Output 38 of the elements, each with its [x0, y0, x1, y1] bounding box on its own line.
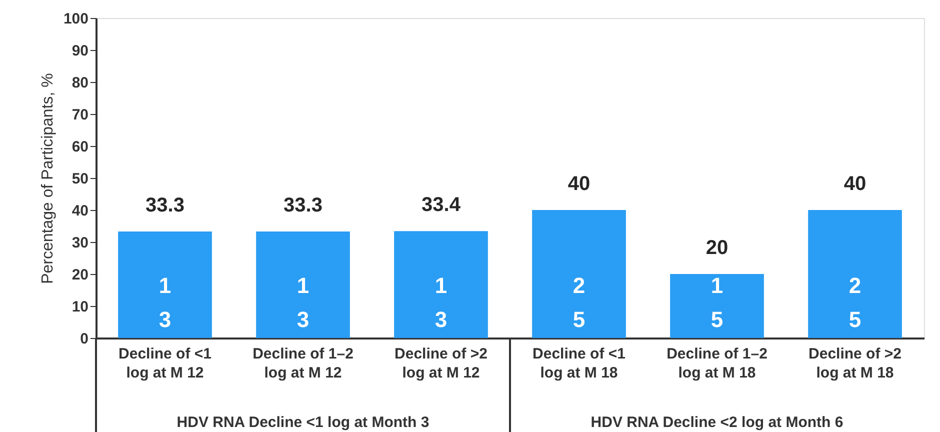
bar [256, 231, 350, 338]
annotation: 1 3 [296, 273, 310, 332]
y-tick-label: 0 [80, 330, 88, 348]
annotation: 2 5 [848, 273, 862, 332]
data-label: 40 [844, 173, 866, 195]
x-tick-label: Decline of >2 log at M 18 [808, 346, 902, 382]
x-tick-label: Decline of <1 log at M 12 [118, 346, 212, 382]
data-label: 33.4 [422, 194, 462, 216]
x-tick-label: Decline of 1–2 log at M 18 [666, 346, 768, 382]
y-tick-label: 40 [72, 202, 88, 220]
y-axis-title: Percentage of Participants, % [39, 73, 56, 284]
x-tick-label: Decline of <1 log at M 18 [532, 346, 626, 382]
text: HDV RNA Decline <1 log at Month 3 [176, 414, 430, 431]
y-tick-label: 90 [72, 42, 88, 60]
bar [532, 210, 626, 338]
text: HDV RNA Decline <2 log at Month 6 [590, 414, 844, 431]
annotation: 1 3 [434, 273, 448, 332]
y-tick-label: 100 [63, 10, 88, 28]
data-label: 33.3 [146, 194, 184, 216]
x-tick-label: Decline of >2 log at M 12 [394, 346, 488, 382]
bar [394, 231, 488, 338]
y-tick-label: 60 [72, 138, 88, 156]
data-label: 40 [568, 173, 590, 195]
y-tick-label: 20 [72, 266, 88, 284]
x-tick-label: Decline of 1–2 log at M 12 [252, 346, 354, 382]
annotation: 2 5 [572, 273, 586, 332]
annotation: 1 5 [710, 273, 724, 332]
y-tick-label: 30 [72, 234, 88, 252]
y-tick-label: 10 [72, 298, 88, 316]
bar [808, 210, 902, 338]
data-label: 33.3 [284, 194, 322, 216]
y-tick-label: 80 [72, 74, 88, 92]
y-tick-label: 50 [72, 170, 88, 188]
data-label: 20 [706, 237, 728, 259]
annotation: 1 3 [158, 273, 172, 332]
bar [670, 274, 764, 338]
bar [118, 231, 212, 338]
y-tick-label: 70 [72, 106, 88, 124]
